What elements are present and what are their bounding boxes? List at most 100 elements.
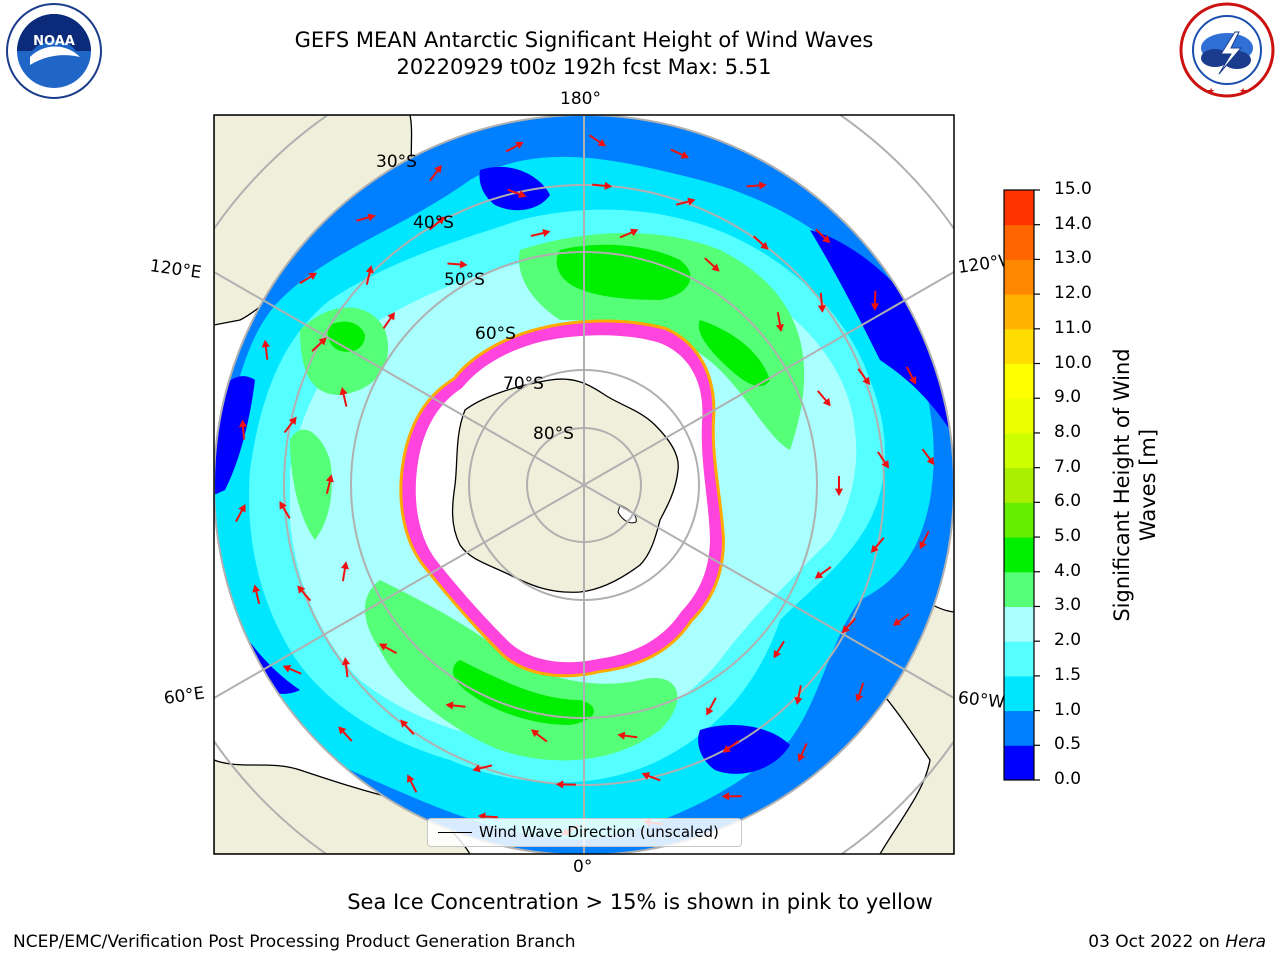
colorbar-band <box>1004 294 1034 330</box>
wave-arrowhead <box>459 260 468 269</box>
wave-arrowhead <box>288 416 297 425</box>
wave-arrowhead <box>773 649 781 659</box>
colorbar-tick-label: 3.0 <box>1054 595 1082 616</box>
wave-arrowhead <box>641 772 651 780</box>
lat-label-80s: 80°S <box>533 424 574 444</box>
colorbar-tick-label: 1.5 <box>1054 664 1082 685</box>
wave-arrowhead <box>339 386 348 396</box>
wave-arrowhead <box>434 164 442 174</box>
page-title: GEFS MEAN Antarctic Significant Height o… <box>294 28 874 52</box>
colorbar-tick-label: 10.0 <box>1054 352 1092 373</box>
wave-arrowhead <box>926 456 935 466</box>
lat-label-60s: 60°S <box>475 324 516 344</box>
wave-arrowhead <box>387 311 395 321</box>
wave-arrowhead <box>515 141 524 150</box>
noaa-logo: NOAA <box>4 3 104 103</box>
wave-arrowhead <box>297 585 306 594</box>
wave-arrowhead <box>282 665 292 673</box>
wave-arrowhead <box>477 812 486 821</box>
wave-arrowhead <box>870 303 880 311</box>
colorbar-tick-label: 8.0 <box>1054 421 1082 442</box>
wave-arrowhead <box>822 397 831 407</box>
wave-arrowhead <box>530 729 540 738</box>
antarctica-landmass <box>451 378 679 593</box>
wave-arrowhead <box>881 460 890 469</box>
wave-arrowhead <box>775 323 784 333</box>
colorbar-band <box>1004 537 1034 573</box>
colorbar-band <box>1004 190 1034 226</box>
colorbar-band <box>1004 571 1034 607</box>
wave-arrowhead <box>604 181 613 190</box>
wave-arrowhead <box>919 540 927 550</box>
page-subtitle: 20220929 t00z 192h fcst Max: 5.51 <box>396 55 772 79</box>
map-frame <box>213 114 955 855</box>
wave-arrowhead <box>378 643 388 651</box>
wave-arrowhead <box>341 657 351 666</box>
wave-arrowhead <box>711 263 720 272</box>
wind-wave-arrows <box>235 134 935 836</box>
noaa-logo-text: NOAA <box>33 34 75 49</box>
colorbar-band <box>1004 259 1034 295</box>
wave-arrowhead <box>472 764 481 773</box>
colorbar-tick-label: 12.0 <box>1054 283 1092 304</box>
wave-arrowhead <box>797 753 806 762</box>
wave-arrowhead <box>794 696 803 705</box>
wave-arrowhead <box>518 190 527 198</box>
colorbar-band <box>1004 328 1034 365</box>
date-value: 03 Oct 2022 on <box>1088 932 1220 952</box>
wave-arrowhead <box>238 503 246 513</box>
nws-logo: ★ ★ <box>1177 2 1277 102</box>
colorbar-tick-label: 6.0 <box>1054 491 1082 512</box>
credit-text: NCEP/EMC/Verification Post Processing Pr… <box>13 932 576 952</box>
colorbar-band <box>1004 675 1034 712</box>
wave-arrowhead <box>862 376 871 386</box>
wave-arrowhead <box>870 544 879 554</box>
wave-arrowhead <box>367 213 376 222</box>
colorbar-band <box>1004 745 1034 781</box>
colorbar-band <box>1004 398 1034 434</box>
lat-label-30s: 30°S <box>376 152 417 172</box>
colorbar <box>1004 190 1034 781</box>
wave-arrowhead <box>760 241 769 250</box>
sea-ice-note: Sea Ice Concentration > 15% is shown in … <box>347 890 933 914</box>
legend-label: Wind Wave Direction (unscaled) <box>479 823 719 841</box>
wave-arrowhead <box>680 151 690 159</box>
wave-arrowhead <box>407 774 415 783</box>
colorbar-tick-label: 14.0 <box>1054 213 1092 234</box>
colorbar-band <box>1004 432 1034 469</box>
wave-arrowhead <box>817 305 826 313</box>
machine-name: Hera <box>1225 932 1266 952</box>
wave-arrowhead <box>365 265 374 274</box>
wave-arrowhead <box>629 228 639 237</box>
wave-arrowhead <box>340 561 350 570</box>
colorbar-tick-label: 9.0 <box>1054 387 1082 408</box>
colorbar-tick-label: 2.0 <box>1054 630 1082 651</box>
svg-text:★: ★ <box>1207 87 1215 97</box>
colorbar-band <box>1004 363 1034 399</box>
wave-arrowhead <box>308 272 318 281</box>
wave-arrowhead <box>261 339 270 348</box>
colorbar-tick-label: 5.0 <box>1054 526 1082 547</box>
wave-arrowhead <box>338 726 347 735</box>
colorbar-band <box>1004 710 1034 746</box>
colorbar-band <box>1004 224 1034 260</box>
wave-arrowhead <box>892 618 902 626</box>
lat-label-50s: 50°S <box>444 270 485 290</box>
svg-text:★: ★ <box>1239 87 1247 97</box>
wave-arrowhead <box>318 337 327 346</box>
wave-arrowhead <box>687 197 696 206</box>
wave-arrowhead <box>279 501 287 510</box>
legend-line-swatch <box>438 832 472 833</box>
colorbar-tick-label: 13.0 <box>1054 248 1092 269</box>
colorbar-tick-label: 0.5 <box>1054 734 1082 755</box>
wave-arrowhead <box>721 792 730 801</box>
colorbar-band <box>1004 641 1034 677</box>
colorbar-tick-label: 11.0 <box>1054 317 1092 338</box>
lon-label-0: 0° <box>573 857 593 877</box>
colorbar-band <box>1004 467 1034 503</box>
lon-label-180: 180° <box>560 89 601 109</box>
wave-arrowhead <box>597 138 607 147</box>
wave-arrowhead <box>617 731 626 740</box>
colorbar-title: Significant Height of Wind Waves [m] <box>1110 348 1160 622</box>
